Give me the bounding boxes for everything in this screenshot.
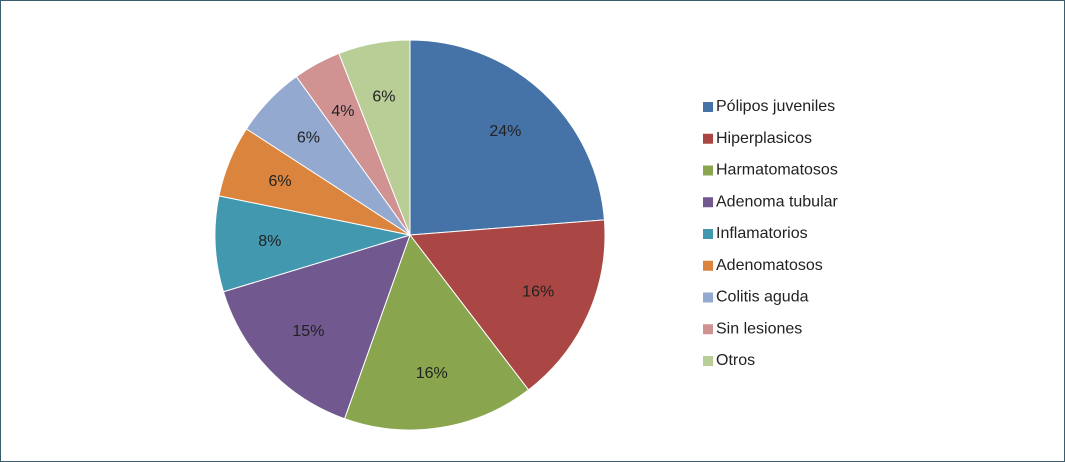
pie-slice [343,233,530,431]
legend-swatch [703,260,713,271]
legend-swatch [703,356,713,366]
data-label: 6% [269,173,292,190]
legend-label: Adenoma tubular [716,193,839,210]
data-label: 24% [489,123,521,140]
data-label: 15% [292,323,324,340]
pie-slice [214,195,411,293]
legend-label: Pólipos juveniles [716,98,835,115]
data-label: 6% [372,88,395,105]
pie-slice [409,39,605,236]
legend-swatch [703,324,713,335]
legend-label: Otros [716,352,755,369]
pie-slice [409,219,606,391]
data-label: 16% [416,365,448,382]
legend-label: Sin lesiones [716,320,802,337]
legend-swatch [703,229,713,239]
legend-label: Hiperplasicos [716,130,812,147]
legend-swatch [703,102,713,112]
legend-label: Harmatomatosos [716,162,838,179]
legend-label: Adenomatosos [716,257,823,274]
legend-swatch [703,292,713,303]
legend-swatch [703,133,713,144]
legend-swatch [703,165,713,176]
legend-label: Colitis aguda [716,289,809,306]
pie-slice [222,234,411,420]
data-label: 8% [258,233,281,250]
pie-slice [338,39,411,236]
legend-swatch [703,197,713,208]
data-label: 6% [297,129,320,146]
legend-label: Inflamatorios [716,225,808,242]
data-label: 4% [331,103,354,120]
data-label: 16% [522,283,554,300]
